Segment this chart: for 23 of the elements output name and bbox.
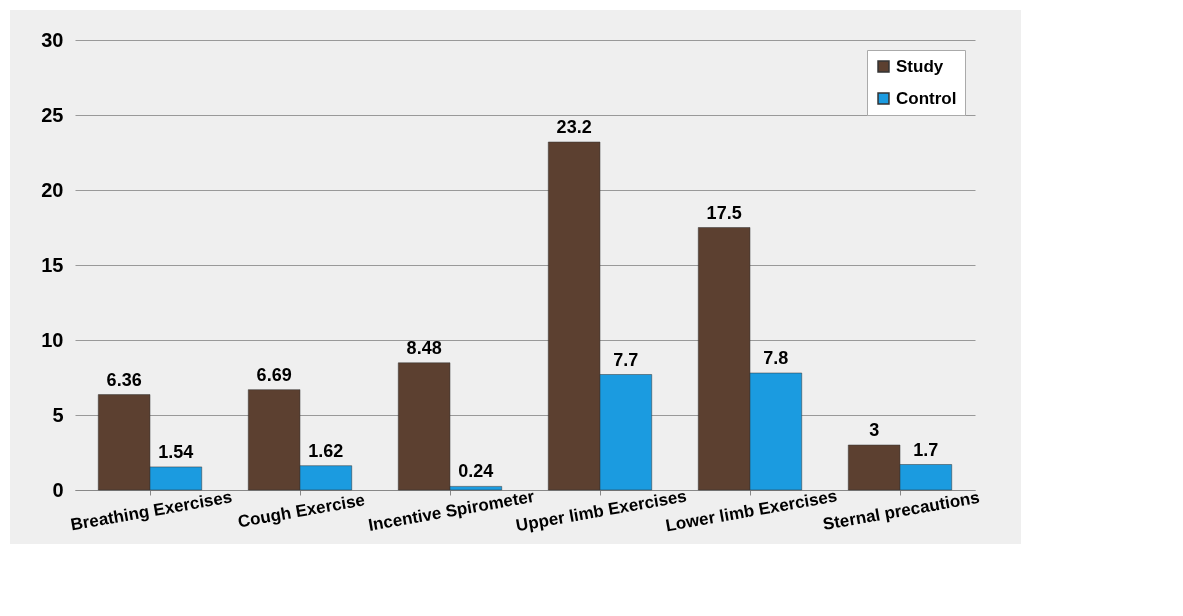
y-tick-label: 30 (41, 28, 64, 51)
data-label: 3 (869, 420, 880, 440)
y-tick-label: 25 (41, 103, 64, 126)
y-tick-label: 20 (41, 178, 64, 201)
data-label: 0.24 (458, 461, 494, 482)
data-label: 6.69 (256, 364, 292, 385)
x-tick-label: Breathing Exercises (69, 487, 234, 535)
data-label: 1.62 (308, 440, 344, 461)
data-label: 17.5 (706, 202, 742, 223)
data-label: 1.7 (913, 439, 939, 460)
x-tick-label: Cough Exercise (236, 490, 367, 532)
data-label: 7.7 (613, 349, 639, 370)
y-tick-label: 15 (41, 253, 64, 276)
data-label: 8.48 (406, 337, 442, 358)
y-tick-label: 0 (52, 478, 64, 501)
data-label: 6.36 (106, 369, 142, 390)
y-tick-label: 10 (41, 328, 64, 351)
y-tick-label: 5 (52, 403, 64, 426)
data-label: 23.2 (556, 117, 592, 137)
legend-label: Study (896, 56, 944, 76)
data-label: 1.54 (158, 441, 194, 462)
data-label: 7.8 (763, 348, 789, 368)
legend-label: Control (896, 88, 957, 108)
